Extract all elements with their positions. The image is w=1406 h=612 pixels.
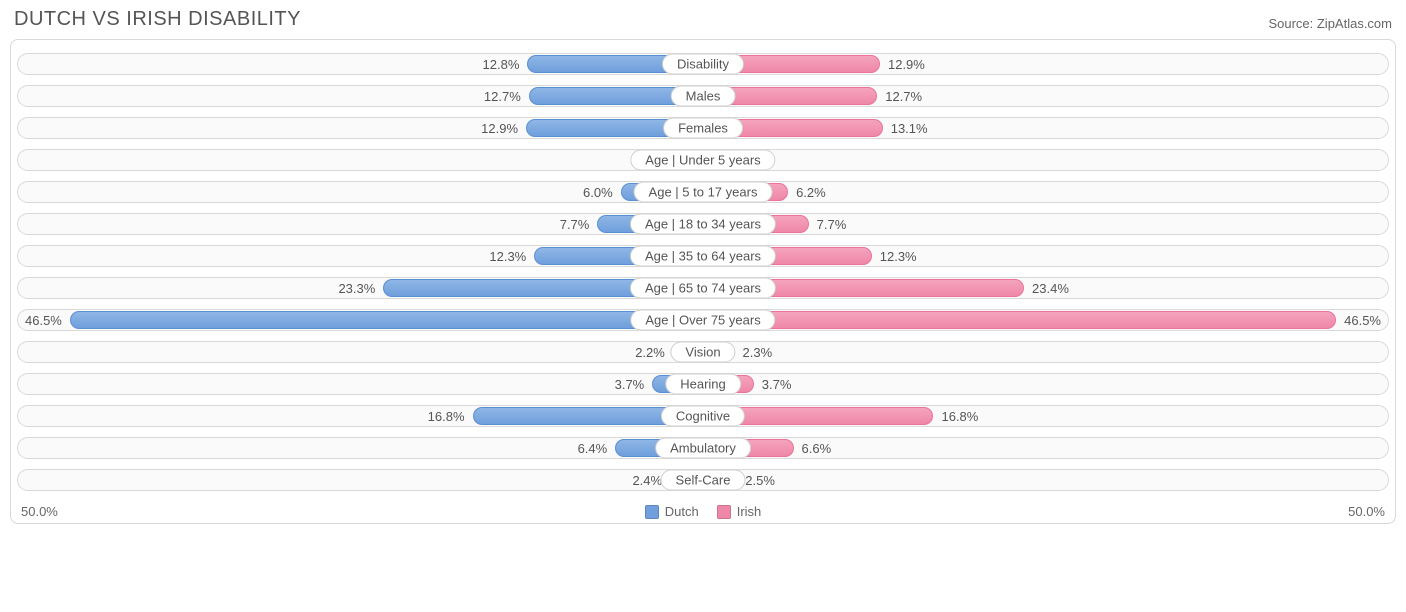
left-value-label: 12.9%: [473, 121, 526, 136]
category-pill: Age | Over 75 years: [630, 310, 775, 331]
category-pill: Males: [671, 86, 736, 107]
right-value-label: 12.3%: [872, 249, 925, 264]
left-half: 6.4%: [17, 434, 703, 462]
left-bar: [70, 311, 703, 329]
chart-source: Source: ZipAtlas.com: [1268, 16, 1392, 31]
left-half: 12.8%: [17, 50, 703, 78]
left-value-label: 46.5%: [17, 313, 70, 328]
chart-row: 3.7% 3.7% Hearing: [17, 370, 1389, 398]
right-half: 6.2%: [703, 178, 1389, 206]
chart-row: 12.9% 13.1% Females: [17, 114, 1389, 142]
left-half: 12.3%: [17, 242, 703, 270]
left-half: 3.7%: [17, 370, 703, 398]
chart-title: DUTCH VS IRISH DISABILITY: [14, 8, 301, 31]
right-value-label: 12.7%: [877, 89, 930, 104]
chart-row: 6.0% 6.2% Age | 5 to 17 years: [17, 178, 1389, 206]
right-half: 1.7%: [703, 146, 1389, 174]
right-half: 6.6%: [703, 434, 1389, 462]
legend-swatch: [645, 505, 659, 519]
right-value-label: 6.6%: [794, 441, 840, 456]
legend-item: Irish: [717, 504, 762, 519]
legend-label: Dutch: [665, 504, 699, 519]
chart-row: 46.5% 46.5% Age | Over 75 years: [17, 306, 1389, 334]
category-pill: Hearing: [665, 374, 741, 395]
chart-row: 6.4% 6.6% Ambulatory: [17, 434, 1389, 462]
source-name: ZipAtlas.com: [1317, 16, 1392, 31]
left-half: 6.0%: [17, 178, 703, 206]
right-half: 23.4%: [703, 274, 1389, 302]
chart-row: 2.4%2.5%Self-Care: [17, 466, 1389, 494]
legend-swatch: [717, 505, 731, 519]
axis-right-label: 50.0%: [1348, 504, 1385, 519]
chart-row: 23.3% 23.4% Age | 65 to 74 years: [17, 274, 1389, 302]
left-value-label: 16.8%: [420, 409, 473, 424]
right-half: 12.7%: [703, 82, 1389, 110]
right-value-label: 16.8%: [933, 409, 986, 424]
left-half: 12.9%: [17, 114, 703, 142]
category-pill: Disability: [662, 54, 744, 75]
category-pill: Age | 5 to 17 years: [634, 182, 773, 203]
diverging-bar-chart: 12.8% 12.9% Disability 12.7% 12.7% Males 12.9%…: [10, 39, 1396, 524]
category-pill: Ambulatory: [655, 438, 751, 459]
left-value-label: 6.4%: [570, 441, 616, 456]
legend-label: Irish: [737, 504, 762, 519]
chart-row: 1.7%1.7%Age | Under 5 years: [17, 146, 1389, 174]
left-half: 16.8%: [17, 402, 703, 430]
category-pill: Vision: [670, 342, 735, 363]
right-value-label: 6.2%: [788, 185, 834, 200]
category-pill: Age | Under 5 years: [630, 150, 775, 171]
left-half: 2.4%: [17, 466, 703, 494]
right-value-label: 23.4%: [1024, 281, 1077, 296]
left-half: 23.3%: [17, 274, 703, 302]
chart-header: DUTCH VS IRISH DISABILITY Source: ZipAtl…: [10, 8, 1396, 39]
left-half: 46.5%: [17, 306, 703, 334]
left-value-label: 12.7%: [476, 89, 529, 104]
right-value-label: 3.7%: [754, 377, 800, 392]
right-half: 2.5%: [703, 466, 1389, 494]
legend: Dutch Irish: [58, 504, 1348, 519]
chart-row: 12.8% 12.9% Disability: [17, 50, 1389, 78]
chart-row: 12.3% 12.3% Age | 35 to 64 years: [17, 242, 1389, 270]
left-half: 1.7%: [17, 146, 703, 174]
category-pill: Age | 18 to 34 years: [630, 214, 776, 235]
chart-footer: 50.0% Dutch Irish 50.0%: [17, 498, 1389, 519]
chart-row: 16.8% 16.8% Cognitive: [17, 402, 1389, 430]
right-value-label: 12.9%: [880, 57, 933, 72]
left-half: 7.7%: [17, 210, 703, 238]
category-pill: Age | 65 to 74 years: [630, 278, 776, 299]
right-value-label: 2.3%: [735, 345, 781, 360]
right-half: 16.8%: [703, 402, 1389, 430]
right-value-label: 7.7%: [809, 217, 855, 232]
category-pill: Cognitive: [661, 406, 745, 427]
right-half: 2.3%: [703, 338, 1389, 366]
left-half: 2.2%: [17, 338, 703, 366]
chart-row: 7.7% 7.7% Age | 18 to 34 years: [17, 210, 1389, 238]
source-prefix: Source:: [1268, 16, 1316, 31]
left-half: 12.7%: [17, 82, 703, 110]
left-value-label: 12.3%: [481, 249, 534, 264]
right-half: 7.7%: [703, 210, 1389, 238]
category-pill: Self-Care: [661, 470, 746, 491]
left-value-label: 23.3%: [330, 281, 383, 296]
left-value-label: 7.7%: [552, 217, 598, 232]
right-half: 12.3%: [703, 242, 1389, 270]
category-pill: Females: [663, 118, 743, 139]
right-half: 46.5%: [703, 306, 1389, 334]
left-value-label: 2.2%: [627, 345, 673, 360]
left-value-label: 12.8%: [475, 57, 528, 72]
right-value-label: 46.5%: [1336, 313, 1389, 328]
category-pill: Age | 35 to 64 years: [630, 246, 776, 267]
chart-row: 12.7% 12.7% Males: [17, 82, 1389, 110]
right-value-label: 13.1%: [883, 121, 936, 136]
right-bar: [703, 311, 1336, 329]
right-half: 13.1%: [703, 114, 1389, 142]
left-value-label: 6.0%: [575, 185, 621, 200]
right-half: 3.7%: [703, 370, 1389, 398]
right-half: 12.9%: [703, 50, 1389, 78]
legend-item: Dutch: [645, 504, 699, 519]
axis-left-label: 50.0%: [21, 504, 58, 519]
chart-row: 2.2% 2.3%Vision: [17, 338, 1389, 366]
left-value-label: 3.7%: [607, 377, 653, 392]
